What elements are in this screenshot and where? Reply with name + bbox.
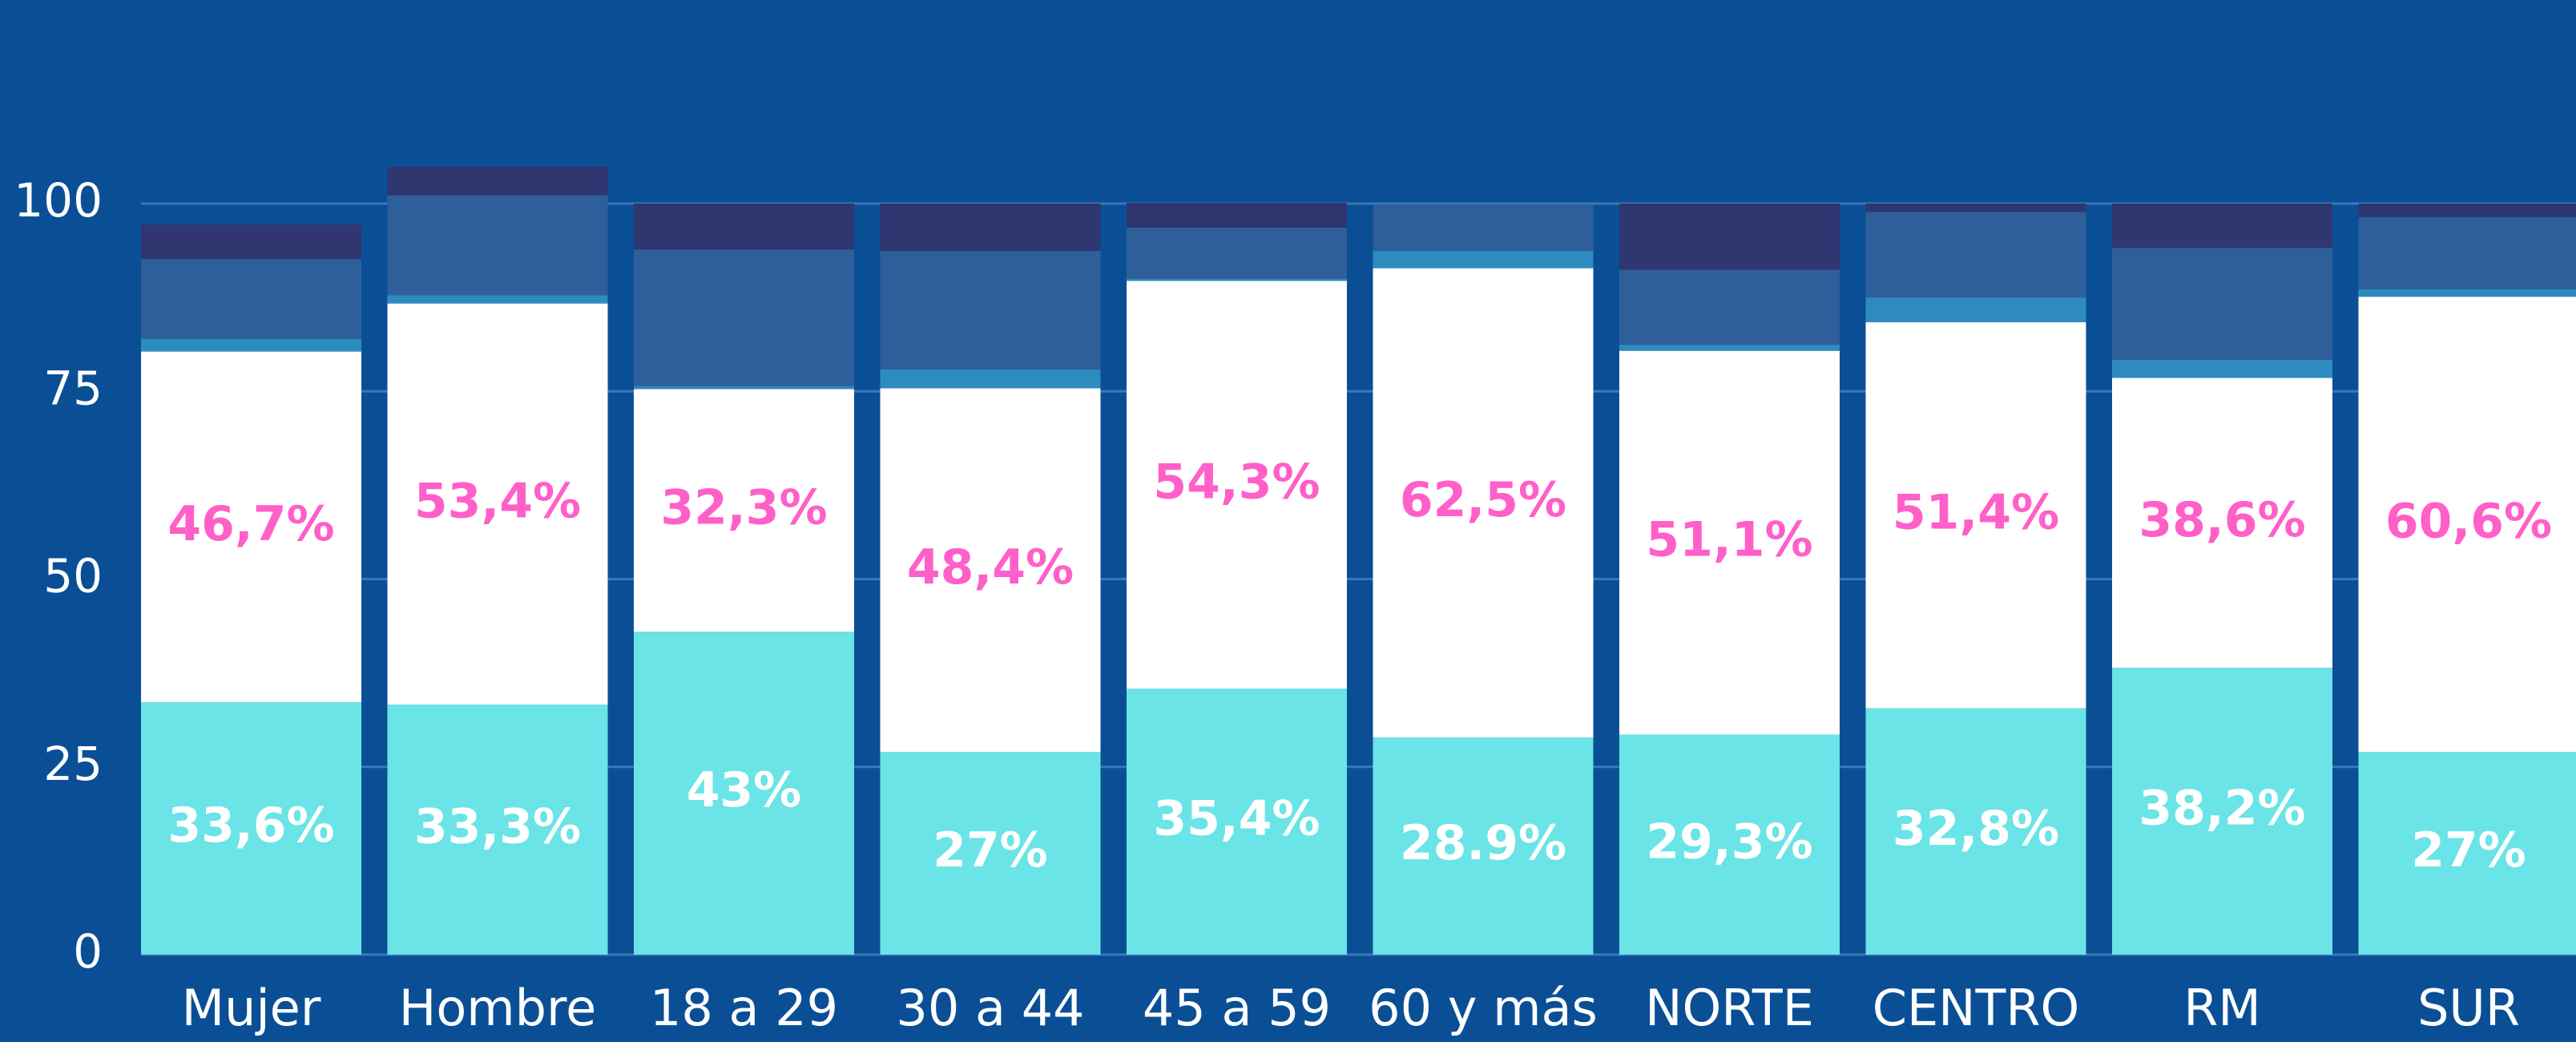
bar-segment xyxy=(1373,204,1594,252)
y-tick-label: 100 xyxy=(14,173,103,228)
bar-segment xyxy=(1865,297,2086,323)
data-label: 38,6% xyxy=(2139,492,2305,548)
x-tick-label: 45 a 59 xyxy=(1143,979,1331,1037)
bar-segment xyxy=(880,752,1101,955)
data-label: 27% xyxy=(2411,822,2526,878)
y-tick-label: 0 xyxy=(73,924,103,979)
bar-segment xyxy=(387,704,608,955)
bar-segment xyxy=(1127,281,1347,689)
data-label: 29,3% xyxy=(1646,814,1812,870)
bar-segment xyxy=(1619,734,1840,955)
bar-segment xyxy=(1373,737,1594,955)
x-tick-label: NORTE xyxy=(1645,979,1814,1037)
data-label: 27% xyxy=(933,822,1048,878)
bar-segment xyxy=(2112,204,2332,248)
data-label: 43% xyxy=(687,762,802,818)
bar-segment xyxy=(387,195,608,296)
y-tick-label: 25 xyxy=(43,737,103,791)
bar-segment xyxy=(387,303,608,705)
bar-segment xyxy=(2112,378,2332,668)
data-label: 32,8% xyxy=(1893,801,2059,857)
data-label: 48,4% xyxy=(907,539,1074,596)
bar-segment xyxy=(880,370,1101,389)
x-tick-label: 30 a 44 xyxy=(896,979,1084,1037)
x-tick-label: Hombre xyxy=(399,979,597,1037)
data-label: 51,1% xyxy=(1646,512,1812,568)
bar-segment xyxy=(634,204,854,250)
data-label: 46,7% xyxy=(167,496,334,552)
x-tick-label: RM xyxy=(2183,979,2261,1037)
bar-segment xyxy=(634,249,854,386)
bar-segment xyxy=(880,251,1101,370)
y-tick-label: 50 xyxy=(43,549,103,604)
data-label: 53,4% xyxy=(414,473,581,529)
bar-segment xyxy=(141,351,361,703)
bar-segment xyxy=(1127,689,1347,955)
data-label: 28.9% xyxy=(1400,815,1566,871)
bar-segment xyxy=(2112,668,2332,955)
bar-segment xyxy=(141,338,361,352)
bar-segment xyxy=(2358,289,2576,297)
x-tick-label: CENTRO xyxy=(1873,979,2080,1037)
bar-segment xyxy=(1619,350,1840,735)
bar-segment xyxy=(2358,216,2576,289)
data-label: 38,2% xyxy=(2139,781,2305,837)
data-label: 62,5% xyxy=(1400,472,1566,528)
data-label: 33,3% xyxy=(414,799,581,855)
bar-segment xyxy=(1619,345,1840,351)
bar-segment xyxy=(880,388,1101,753)
bar-segment xyxy=(634,632,854,955)
data-label: 60,6% xyxy=(2385,494,2552,550)
x-tick-label: SUR xyxy=(2417,979,2520,1037)
bar-segment xyxy=(2112,359,2332,378)
x-tick-label: Mujer xyxy=(182,979,321,1037)
bar-segment xyxy=(1373,251,1594,269)
data-label: 33,6% xyxy=(167,798,334,854)
y-tick-label: 75 xyxy=(43,361,103,415)
data-label: 51,4% xyxy=(1893,484,2059,540)
data-label: 32,3% xyxy=(660,479,827,535)
bar-segment xyxy=(1127,203,1347,228)
bar-segment xyxy=(2358,752,2576,955)
bar-segment xyxy=(1127,278,1347,281)
data-label: 54,3% xyxy=(1153,454,1320,511)
bar-segment xyxy=(1127,227,1347,279)
bar-segment xyxy=(141,702,361,955)
data-label: 35,4% xyxy=(1153,791,1320,847)
bar-segment xyxy=(1619,204,1840,270)
bar-segment xyxy=(2358,297,2576,753)
bar-segment xyxy=(387,167,608,196)
bar-segment xyxy=(1865,212,2086,298)
bar-segment xyxy=(1373,268,1594,738)
bar-segment xyxy=(1865,322,2086,709)
bar-segment xyxy=(880,204,1101,252)
bar-segment xyxy=(2358,204,2576,217)
bar-segment xyxy=(141,259,361,339)
bar-segment xyxy=(387,295,608,304)
bar-segment xyxy=(1619,269,1840,345)
bar-segment xyxy=(2112,248,2332,360)
bar-segment xyxy=(634,389,854,632)
bar-segment xyxy=(1865,204,2086,212)
bar-segment xyxy=(1865,708,2086,955)
bar-segment xyxy=(634,386,854,390)
x-tick-label: 60 y más xyxy=(1369,979,1598,1037)
x-tick-label: 18 a 29 xyxy=(650,979,838,1037)
bar-segment xyxy=(141,224,361,260)
